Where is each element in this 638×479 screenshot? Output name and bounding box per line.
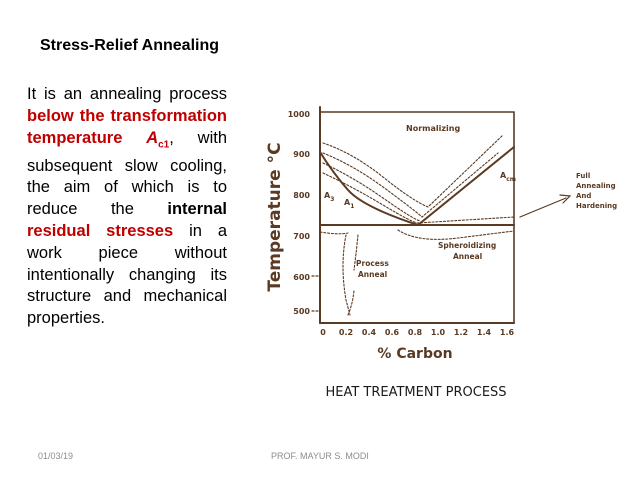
symbol-c1: c1 xyxy=(158,138,170,150)
label-a3: A3 xyxy=(324,191,334,203)
x-tick: 1.0 xyxy=(431,328,446,337)
x-tick: 1.6 xyxy=(500,328,515,337)
y-tick: 600 xyxy=(293,273,310,282)
y-tick: 1000 xyxy=(288,110,311,119)
x-tick: 0.2 xyxy=(339,328,353,337)
label-normalizing: Normalizing xyxy=(406,124,460,133)
label-spheroidizing: Spheroidizing xyxy=(438,241,496,250)
x-tick: 0.4 xyxy=(362,328,377,337)
slide-title: Stress-Relief Annealing xyxy=(40,37,220,54)
footer-date: 01/03/19 xyxy=(38,451,74,461)
arrow-head xyxy=(559,194,572,204)
label-full-annealing: Hardening xyxy=(576,202,617,210)
paragraph-text: It is an annealing process xyxy=(27,85,227,103)
normalizing-band xyxy=(322,152,499,218)
x-tick: 1.4 xyxy=(477,328,492,337)
full-anneal-band xyxy=(322,162,421,222)
highlight-transformation: below the transformation temperature xyxy=(27,106,227,147)
definition-paragraph: It is an annealing process below the tra… xyxy=(27,84,227,330)
process-anneal-band xyxy=(319,231,349,235)
paragraph-text: , with subsequent slow cooling, the aim … xyxy=(27,128,228,219)
label-process-anneal: Anneal xyxy=(358,270,387,279)
x-axis-title: % Carbon xyxy=(377,346,452,362)
label-full-annealing: Annealing xyxy=(576,182,616,190)
x-tick: 0 xyxy=(320,328,326,337)
symbol-a: A xyxy=(146,128,159,147)
y-axis-title: Temperature °C xyxy=(265,142,285,291)
acm-line xyxy=(417,146,515,226)
x-tick: 0.6 xyxy=(385,328,400,337)
label-full-annealing: Full xyxy=(576,172,590,180)
highlight-residual-stresses: residual stresses xyxy=(27,222,174,241)
label-spheroidizing: Anneal xyxy=(453,252,482,261)
label-process-anneal: Process xyxy=(356,259,389,268)
full-anneal-band xyxy=(322,172,515,224)
x-tick: 1.2 xyxy=(454,328,468,337)
y-tick: 500 xyxy=(293,307,310,316)
spheroidizing-band xyxy=(397,229,515,240)
y-tick: 700 xyxy=(293,232,310,241)
heat-treatment-diagram: Temperature °C 1000 900 800 700 600 500 … xyxy=(265,106,617,400)
label-a1: A1 xyxy=(344,198,354,210)
process-anneal-region xyxy=(347,289,355,316)
normalizing-band xyxy=(322,134,504,208)
label-full-annealing: And xyxy=(576,192,591,200)
x-tick: 0.8 xyxy=(408,328,423,337)
y-tick: 900 xyxy=(293,150,310,159)
paragraph-text: in a work piece without intentionally ch… xyxy=(27,222,228,328)
process-anneal-region xyxy=(342,234,359,316)
diagram-caption: HEAT TREATMENT PROCESS xyxy=(325,385,506,400)
label-acm: Acm xyxy=(500,171,516,183)
arrow-line xyxy=(519,197,567,218)
y-tick: 800 xyxy=(293,191,310,200)
footer-author: PROF. MAYUR S. MODI xyxy=(271,451,369,461)
term-internal: internal xyxy=(167,200,227,219)
a3-curve xyxy=(319,151,419,226)
